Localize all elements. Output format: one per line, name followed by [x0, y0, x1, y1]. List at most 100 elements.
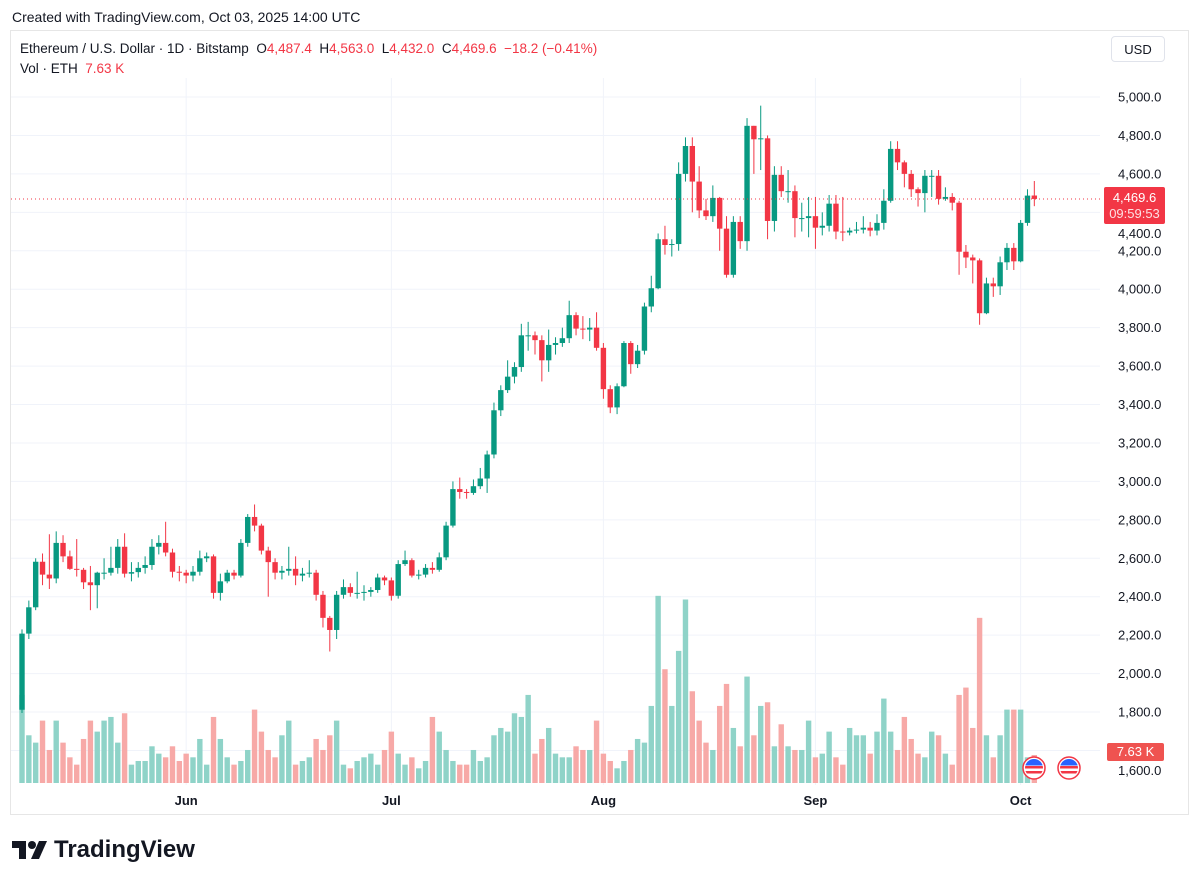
bar-countdown: 09:59:53: [1109, 206, 1160, 221]
candle-body: [327, 617, 333, 630]
candle-body: [60, 542, 66, 557]
volume-bar: [299, 760, 306, 783]
grid: [11, 78, 1100, 785]
candle-body: [559, 338, 566, 344]
volume-bar: [388, 731, 395, 783]
volume-bar: [833, 757, 839, 783]
candle-body: [32, 561, 39, 608]
candle-body: [771, 174, 778, 221]
open-value: 4,487.4: [266, 41, 312, 56]
candle-body: [190, 571, 196, 576]
candle-body: [675, 173, 682, 245]
candle-body: [525, 335, 531, 337]
volume-bar: [860, 735, 867, 783]
candle-body: [703, 210, 709, 217]
candle-body: [135, 567, 141, 573]
volume-bar: [675, 650, 682, 783]
candle-body: [176, 571, 183, 573]
candle-body: [142, 565, 148, 568]
volume-bar: [737, 746, 743, 783]
volume-bar: [238, 760, 244, 783]
candle-body: [655, 239, 661, 289]
volume-bar: [374, 764, 381, 783]
volume-bar: [327, 735, 333, 783]
candle-body: [840, 231, 846, 233]
volume-bar: [894, 749, 901, 783]
volume-bar: [545, 727, 552, 783]
volume-bar: [956, 694, 962, 783]
volume-bar: [805, 720, 812, 783]
volume-bar: [600, 753, 607, 783]
volume-bar: [771, 746, 778, 783]
candle-body: [607, 389, 613, 408]
high-label: H: [319, 41, 330, 56]
volume-bar: [19, 694, 25, 783]
candle-body: [716, 197, 723, 229]
volume-bar: [669, 705, 675, 783]
candle-body: [942, 196, 949, 199]
price-tick-label: 2,600.0: [1118, 551, 1161, 566]
volume-bar: [846, 727, 853, 783]
volume-bar: [80, 738, 87, 783]
price-tick-label: 1,600.0: [1118, 763, 1161, 778]
candle-body: [970, 257, 976, 261]
volume-bar: [867, 753, 873, 783]
currency-button[interactable]: USD: [1111, 36, 1165, 62]
volume-bar: [176, 760, 183, 783]
candle-body: [265, 550, 271, 563]
volume-bar: [258, 731, 265, 783]
volume-bar: [210, 716, 217, 783]
candle-body: [710, 197, 716, 217]
volume-bar: [887, 731, 894, 783]
volume-bar: [744, 676, 750, 783]
candle-body: [484, 454, 490, 479]
volume-bar: [819, 753, 825, 783]
volume-bar: [313, 738, 319, 783]
volume-bar: [983, 735, 990, 783]
candle-body: [149, 546, 155, 566]
volume-bar: [758, 705, 764, 783]
candle-body: [183, 572, 189, 576]
volume-bar: [203, 764, 210, 783]
candle-body: [990, 283, 996, 287]
candle-body: [87, 582, 94, 586]
symbol-name: Ethereum / U.S. Dollar · 1D · Bitstamp: [20, 41, 249, 56]
candle-body: [532, 335, 538, 341]
candle-body: [306, 572, 312, 574]
candle-body: [963, 251, 969, 258]
volume-bar: [853, 735, 860, 783]
high-value: 4,563.0: [329, 41, 375, 56]
volume-bar: [162, 757, 169, 783]
candle-body: [388, 580, 395, 596]
candle-body: [1024, 195, 1031, 223]
volume-bar: [812, 757, 819, 783]
volume-bar: [682, 599, 689, 783]
candle-body: [819, 225, 825, 228]
volume-bar: [224, 757, 230, 783]
volume-bar: [1017, 709, 1024, 783]
candle-body: [580, 328, 586, 330]
candle-body: [983, 283, 990, 314]
volume-bar: [997, 735, 1003, 783]
candle-body: [19, 633, 25, 710]
candle-body: [833, 203, 839, 232]
volume-bar: [559, 757, 566, 783]
candle-body: [587, 327, 593, 330]
volume-bar: [552, 753, 559, 783]
volume-bar: [101, 720, 107, 783]
volume-bar: [498, 727, 504, 783]
candle-body: [402, 560, 408, 565]
volume-bar: [347, 768, 354, 783]
volume-bar: [142, 760, 148, 783]
volume-bar: [436, 731, 442, 783]
volume-bar: [689, 691, 696, 783]
volume-bar: [874, 731, 880, 783]
volume-bar: [74, 764, 80, 783]
volume-bar: [525, 694, 531, 783]
candle-body: [39, 561, 46, 575]
price-tick-label: 3,600.0: [1118, 359, 1161, 374]
candle-body: [26, 607, 32, 634]
volume-bar: [593, 720, 600, 783]
us-flag-event-icon: [1022, 756, 1046, 780]
